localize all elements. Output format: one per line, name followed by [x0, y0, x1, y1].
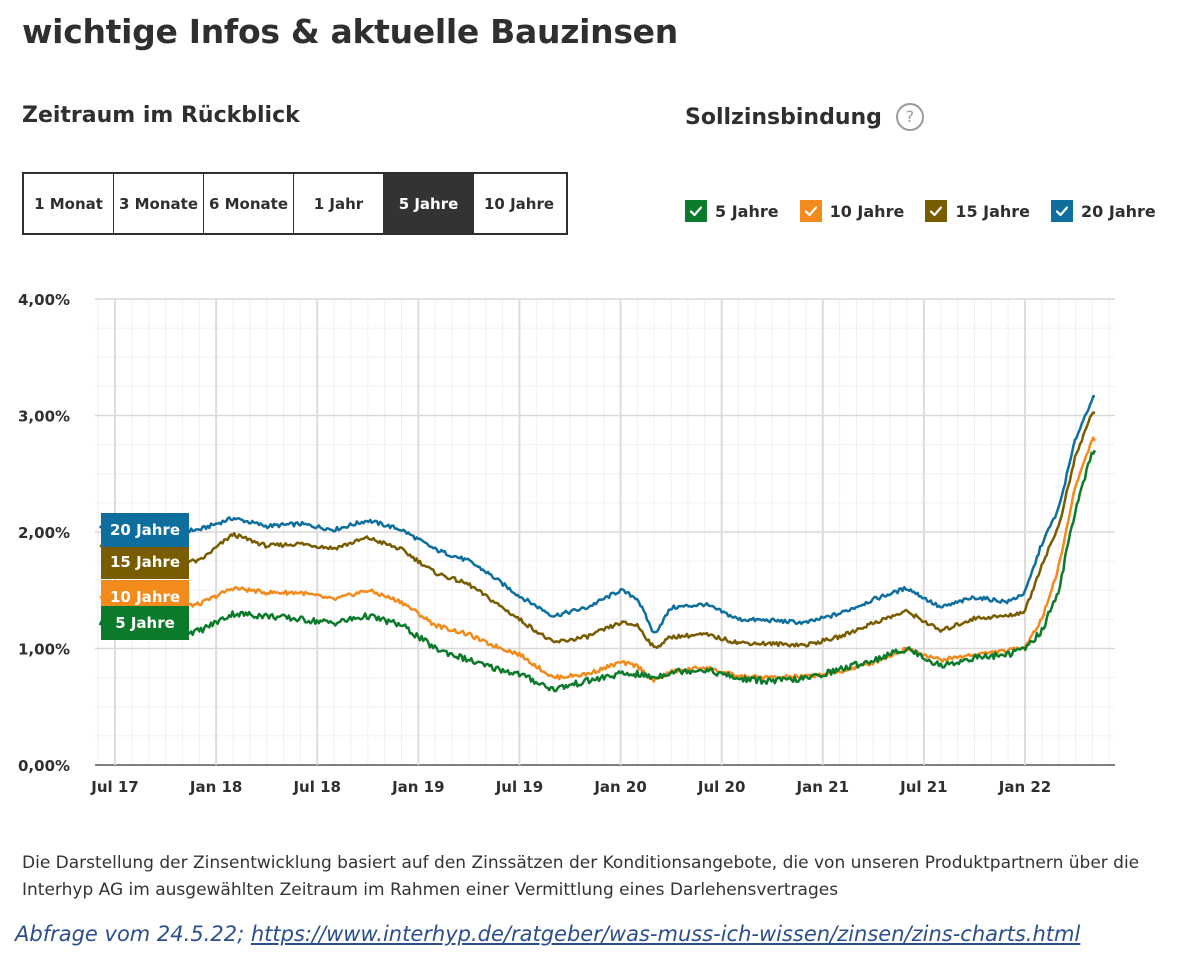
- x-tick-label: Jan 22: [998, 778, 1051, 796]
- y-tick-label: 1,00%: [18, 641, 70, 659]
- legend-label: 5 Jahre: [715, 201, 779, 221]
- question-circle-icon[interactable]: ?: [895, 103, 924, 131]
- range-tab-5-years[interactable]: 5 Jahre: [384, 174, 474, 233]
- legend-label: 10 Jahre: [829, 201, 905, 221]
- range-tab-1-year[interactable]: 1 Jahr: [294, 174, 384, 233]
- range-tab-10-years[interactable]: 10 Jahre: [483, 194, 555, 213]
- legend-item-15-years[interactable]: 15 Jahre: [925, 200, 1030, 222]
- page-heading: wichtige Infos & aktuelle Bauzinsen: [22, 12, 678, 51]
- series-legend: 5 Jahre 10 Jahre 15 Jahre 20 Jahre: [685, 200, 1156, 222]
- series-line: [99, 436, 1097, 683]
- series-line: [98, 449, 1097, 693]
- checkbox-checked-icon[interactable]: [925, 200, 948, 222]
- x-tick-label: Jan 20: [593, 778, 646, 796]
- x-tick-label: Jul 19: [495, 778, 544, 796]
- x-tick-label: Jan 18: [189, 778, 242, 796]
- source-link[interactable]: https://www.interhyp.de/ratgeber/was-mus…: [250, 922, 1081, 946]
- series-label-box: [101, 606, 189, 640]
- x-tick-label: Jul 18: [292, 778, 341, 796]
- legend-label: 15 Jahre: [955, 201, 1031, 221]
- range-tab-1-month[interactable]: 1 Monat: [24, 174, 114, 233]
- source-prefix: Abfrage vom 24.5.22;: [15, 922, 251, 946]
- period-range-tabs: 1 Monat 3 Monate 6 Monate 1 Jahr 5 Jahre…: [22, 172, 568, 235]
- series-line: [99, 411, 1096, 650]
- checkbox-checked-icon[interactable]: [685, 200, 707, 222]
- y-tick-label: 2,00%: [18, 524, 70, 542]
- legend-item-20-years[interactable]: 20 Jahre: [1051, 200, 1156, 222]
- y-tick-label: 4,00%: [18, 291, 70, 309]
- series-label: 15 Jahre: [110, 553, 180, 571]
- source-line: Abfrage vom 24.5.22; https://www.interhy…: [15, 922, 1080, 946]
- series-label: 5 Jahre: [115, 614, 175, 632]
- series-label: 20 Jahre: [110, 521, 180, 539]
- x-tick-label: Jan 19: [391, 778, 444, 796]
- series-label-box: [101, 513, 189, 547]
- interest-rate-chart: 0,00% 1,00% 2,00% 3,00% 4,00% Jul 17 Jan 18 Jul…: [18, 291, 1115, 796]
- x-tick-label: Jul 20: [697, 778, 746, 796]
- legend-item-5-years[interactable]: 5 Jahre: [685, 200, 779, 222]
- series-label-box: [101, 545, 189, 579]
- legend-item-10-years[interactable]: 10 Jahre: [799, 200, 905, 222]
- fixed-rate-title-text: Sollzinsbindung: [685, 104, 882, 130]
- range-tab-6-months[interactable]: 6 Monate: [204, 174, 294, 233]
- series-label: 10 Jahre: [110, 588, 180, 606]
- y-tick-label: 0,00%: [18, 757, 70, 775]
- checkbox-checked-icon[interactable]: [799, 200, 822, 222]
- y-tick-label: 3,00%: [18, 408, 70, 426]
- period-title: Zeitraum im Rückblick: [22, 103, 300, 128]
- x-tick-label: Jul 17: [90, 778, 139, 796]
- footnote: Die Darstellung der Zinsentwicklung basi…: [22, 853, 1140, 900]
- range-tab-3-months[interactable]: 3 Monate: [114, 174, 204, 233]
- x-tick-label: Jan 21: [796, 778, 849, 796]
- fixed-rate-title: Sollzinsbindung ?: [685, 103, 924, 131]
- legend-label: 20 Jahre: [1081, 201, 1156, 221]
- x-tick-label: Jul 21: [899, 778, 948, 796]
- series-line: [98, 394, 1096, 634]
- checkbox-checked-icon[interactable]: [1051, 200, 1074, 222]
